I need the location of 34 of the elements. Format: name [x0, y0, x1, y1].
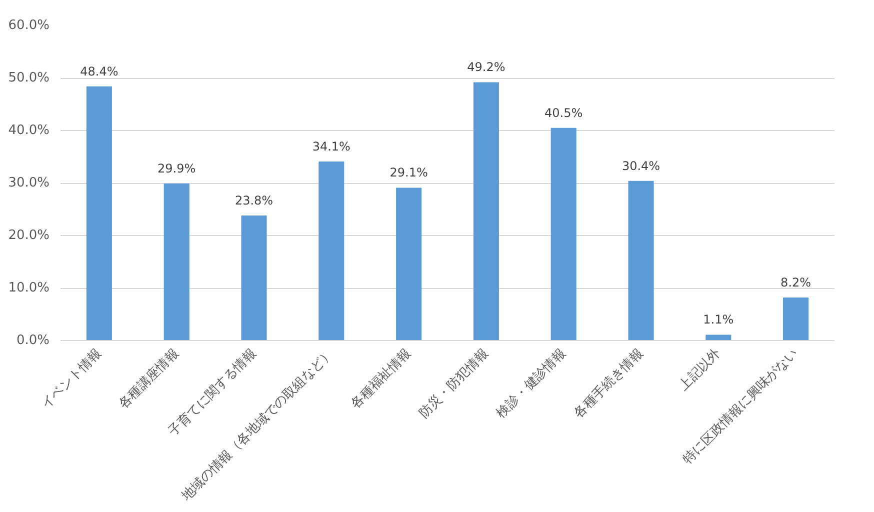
y-tick-label: 30.0% — [8, 176, 50, 190]
data-label: 29.9% — [158, 162, 196, 176]
bar — [706, 334, 732, 340]
bar — [550, 128, 576, 340]
bar — [86, 86, 112, 340]
data-label: 34.1% — [312, 139, 350, 154]
x-tick-label: 上記以外 — [676, 346, 724, 394]
bar — [396, 188, 422, 340]
bar — [318, 161, 344, 340]
data-label: 40.5% — [544, 106, 583, 120]
y-tick-label: 60.0% — [8, 18, 50, 33]
data-label: 23.8% — [234, 194, 274, 208]
x-tick-label: 各種手続き情報 — [571, 346, 646, 422]
data-label: 49.2% — [467, 60, 506, 74]
x-tick-label: 防災・防犯情報 — [416, 346, 492, 422]
y-tick-label: 20.0% — [8, 228, 50, 243]
bar — [241, 216, 267, 340]
data-label: 29.1% — [390, 166, 428, 180]
bar — [473, 82, 499, 340]
y-tick-label: 40.0% — [8, 123, 50, 138]
data-label: 1.1% — [703, 312, 734, 327]
bar — [783, 297, 809, 340]
x-tick-label: 検診・健診情報 — [494, 346, 569, 422]
data-label: 48.4% — [80, 64, 118, 78]
x-tick-label: イベント情報 — [38, 346, 105, 412]
y-tick-label: 0.0% — [16, 333, 50, 348]
bar — [628, 180, 654, 340]
x-tick-label: 各種講座情報 — [115, 345, 182, 412]
data-label: 8.2% — [780, 275, 812, 290]
x-tick-label: 各種福祉情報 — [348, 346, 414, 412]
y-tick-label: 10.0% — [8, 280, 50, 296]
y-tick-label: 50.0% — [8, 70, 50, 86]
bar — [164, 184, 190, 340]
data-label: 30.4% — [622, 158, 660, 173]
